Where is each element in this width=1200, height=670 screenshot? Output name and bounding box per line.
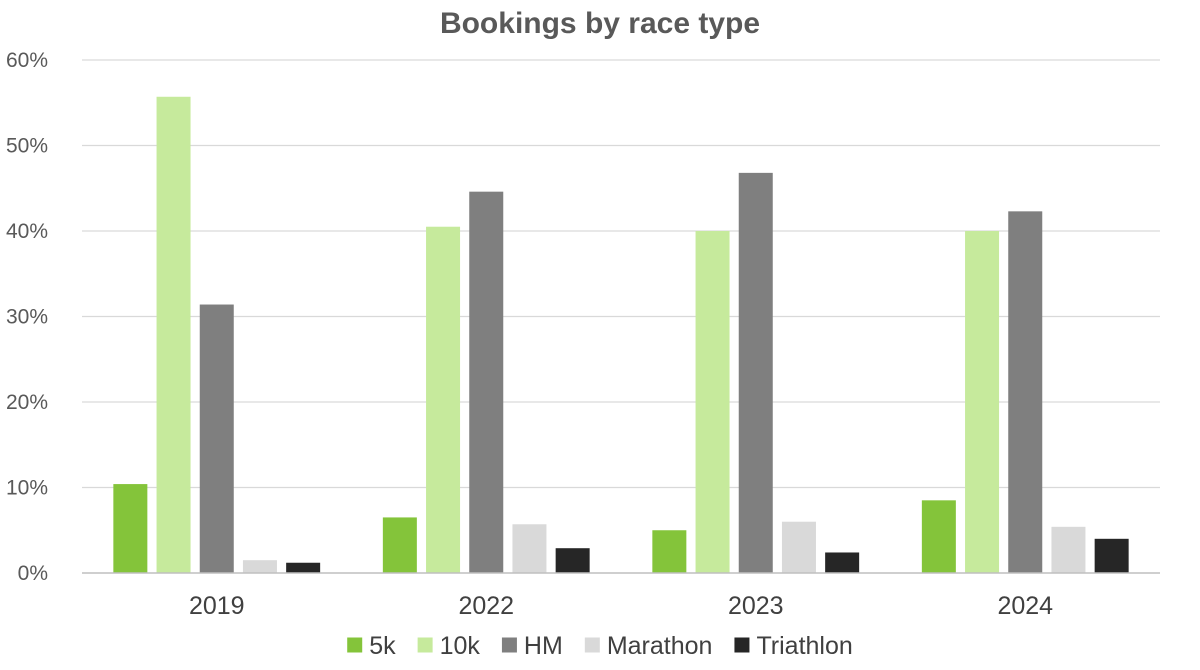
bar-hm-2022 [469,191,504,574]
bar-triathlon-2023 [825,552,860,573]
legend-label: HM [524,632,563,660]
bar-marathon-2019 [242,560,277,573]
x-tick-label: 2024 [997,592,1053,620]
bar-triathlon-2024 [1094,538,1129,573]
y-axis-tick-labels: 0% 10% 20% 30% 40% 50% 60% [6,49,48,585]
legend-label: 10k [440,632,481,660]
legend-label: Triathlon [756,632,852,660]
legend-swatch [734,637,750,653]
bar-5k-2024 [921,500,956,573]
y-tick-label: 60% [6,49,48,72]
legend-swatch [417,637,433,653]
bar-marathon-2024 [1051,526,1086,573]
x-axis-tick-labels: 2019 2022 2023 2024 [189,592,1053,620]
bar-marathon-2022 [512,524,547,573]
legend-item-hm: HM [501,632,563,660]
y-tick-label: 20% [6,391,48,414]
legend-item-10k: 10k [417,632,481,660]
bar-5k-2022 [382,517,417,573]
y-tick-label: 10% [6,477,48,500]
legend-swatch [501,637,517,653]
bar-10k-2022 [426,226,461,573]
legend-item-triathlon: Triathlon [734,632,853,660]
y-tick-label: 30% [6,306,48,329]
bar-5k-2019 [113,484,148,573]
chart-title: Bookings by race type [440,7,760,40]
y-tick-label: 0% [18,562,48,585]
legend-item-5k: 5k [347,632,396,660]
legend-label: Marathon [607,632,713,660]
bar-triathlon-2022 [555,548,590,573]
x-tick-label: 2022 [458,592,514,620]
y-tick-label: 40% [6,220,48,243]
legend-swatch [584,637,600,653]
bar-10k-2019 [156,96,191,573]
x-tick-label: 2023 [728,592,784,620]
legend-item-marathon: Marathon [584,632,713,660]
bar-hm-2023 [738,172,773,574]
legend-swatch [347,637,363,653]
bar-10k-2024 [965,231,1000,573]
legend-label: 5k [369,632,396,660]
bar-marathon-2023 [781,521,816,573]
bars [113,96,1129,574]
y-tick-label: 50% [6,135,48,158]
bar-hm-2019 [199,304,234,573]
bar-10k-2023 [695,231,730,573]
x-tick-label: 2019 [189,592,245,620]
legend: 5k 10k HM Marathon Triathlon [347,632,853,660]
bar-hm-2024 [1008,211,1043,573]
bar-triathlon-2019 [286,562,321,573]
bar-5k-2023 [652,530,687,573]
